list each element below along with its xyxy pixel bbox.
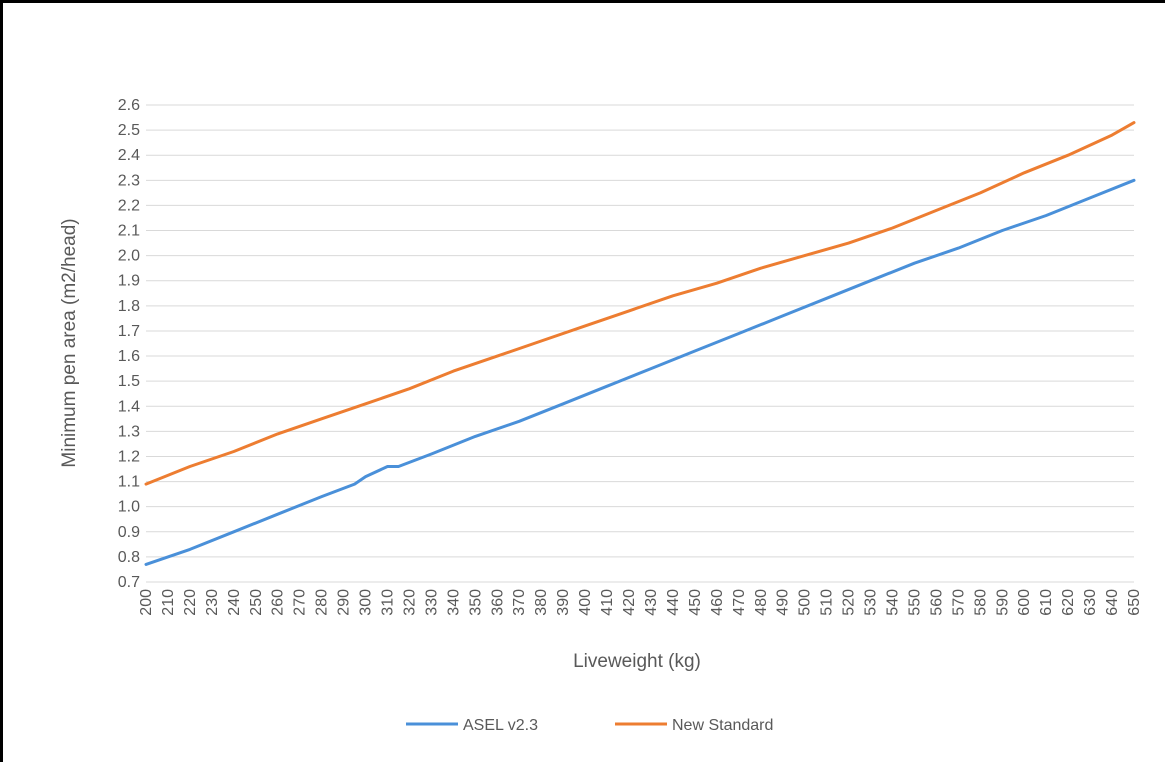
y-tick-label: 2.6 [118,97,140,114]
x-tick-label: 480 [753,589,770,616]
x-tick-label: 570 [950,589,967,616]
y-tick-label: 1.6 [118,348,140,365]
y-tick-label: 1.3 [118,423,140,440]
y-axis-ticks: 0.7 0.8 0.9 1.0 1.1 1.2 1.3 1.4 1.5 1.6 1.7 1.8 1.9 2… [118,97,140,591]
x-tick-label: 440 [665,589,682,616]
x-tick-label: 630 [1082,589,1099,616]
legend-label: New Standard [672,717,773,734]
x-tick-label: 250 [248,589,265,616]
x-tick-label: 460 [709,589,726,616]
legend: ASEL v2.3 New Standard [406,717,773,734]
x-tick-label: 650 [1126,589,1143,616]
y-tick-label: 0.7 [118,574,140,591]
x-tick-label: 310 [380,589,397,616]
x-tick-label: 220 [182,589,199,616]
x-tick-label: 600 [1016,589,1033,616]
x-tick-label: 390 [555,589,572,616]
x-tick-label: 370 [511,589,528,616]
y-tick-label: 1.0 [118,499,140,516]
x-tick-label: 590 [994,589,1011,616]
y-tick-label: 1.2 [118,448,140,465]
x-tick-label: 280 [314,589,331,616]
x-tick-label: 470 [731,589,748,616]
series-line [144,121,1136,486]
x-tick-label: 240 [226,589,243,616]
y-tick-label: 1.4 [118,398,140,415]
x-tick-label: 420 [621,589,638,616]
y-tick-label: 2.2 [118,197,140,214]
x-tick-label: 490 [775,589,792,616]
y-axis-title: Minimum pen area (m2/head) [59,218,80,467]
x-tick-label: 430 [643,589,660,616]
x-tick-label: 320 [401,589,418,616]
x-tick-label: 510 [819,589,836,616]
x-tick-label: 450 [687,589,704,616]
x-tick-label: 300 [358,589,375,616]
x-tick-label: 290 [336,589,353,616]
x-tick-label: 270 [292,589,309,616]
x-tick-label: 400 [577,589,594,616]
series-line [144,178,1136,566]
x-tick-label: 380 [533,589,550,616]
x-tick-label: 330 [423,589,440,616]
y-tick-label: 2.1 [118,223,140,240]
x-tick-label: 640 [1104,589,1121,616]
x-tick-label: 540 [884,589,901,616]
x-tick-label: 350 [467,589,484,616]
y-tick-label: 1.8 [118,298,140,315]
x-axis-title: Liveweight (kg) [573,651,701,672]
series-lines [144,121,1136,566]
x-tick-label: 520 [841,589,858,616]
x-tick-label: 560 [928,589,945,616]
y-tick-label: 2.4 [118,147,140,164]
x-tick-label: 340 [445,589,462,616]
y-tick-label: 1.1 [118,474,140,491]
legend-label: ASEL v2.3 [463,717,538,734]
y-tick-label: 2.0 [118,248,140,265]
y-tick-label: 0.9 [118,524,140,541]
y-tick-label: 1.5 [118,373,140,390]
x-tick-label: 580 [972,589,989,616]
x-tick-label: 500 [797,589,814,616]
x-tick-label: 360 [489,589,506,616]
x-tick-label: 610 [1038,589,1055,616]
x-tick-label: 210 [160,589,177,616]
y-tick-label: 2.3 [118,172,140,189]
x-tick-label: 260 [270,589,287,616]
gridlines [146,104,1134,583]
y-tick-label: 1.7 [118,323,140,340]
x-tick-label: 550 [906,589,923,616]
x-tick-label: 410 [599,589,616,616]
x-tick-label: 230 [204,589,221,616]
x-tick-label: 200 [138,589,155,616]
x-axis-ticks: 200 210 220 230 240 250 260 270 280 290 300 310 320 3… [138,589,1143,616]
y-tick-label: 2.5 [118,122,140,139]
line-chart: 0.7 0.8 0.9 1.0 1.1 1.2 1.3 1.4 1.5 1.6 1.7 1.8 1.9 2… [59,97,1143,734]
y-tick-label: 0.8 [118,549,140,566]
y-tick-label: 1.9 [118,273,140,290]
x-tick-label: 620 [1060,589,1077,616]
x-tick-label: 530 [863,589,880,616]
